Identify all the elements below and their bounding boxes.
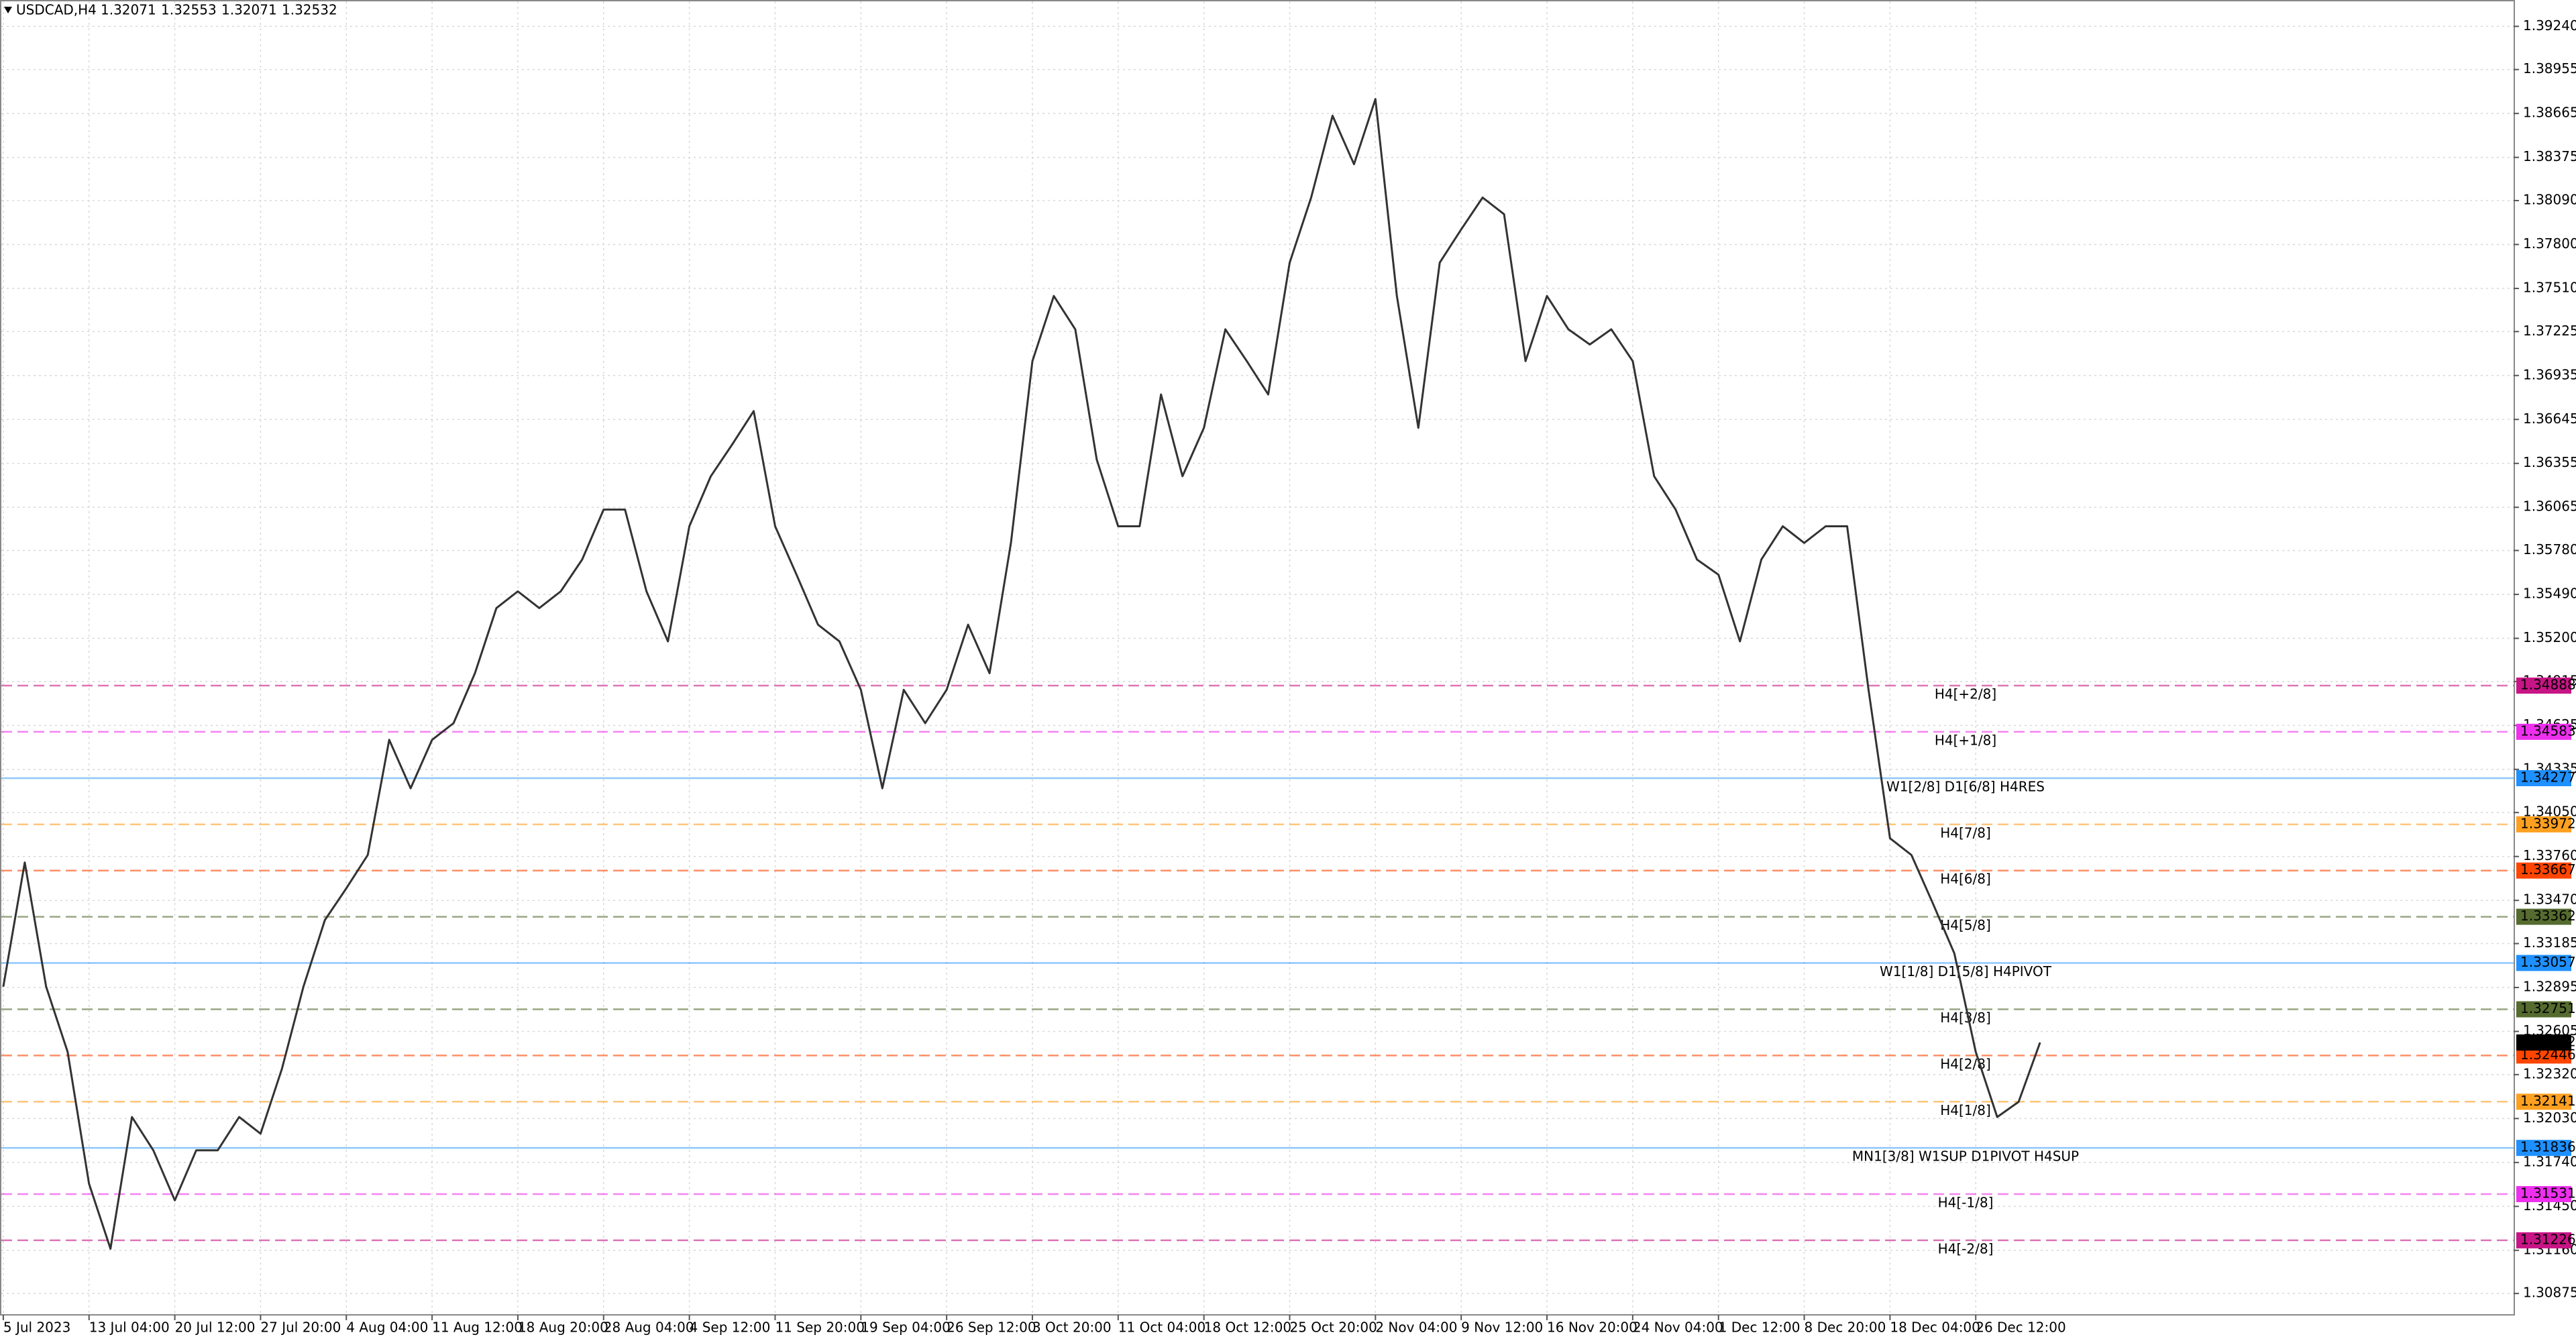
level-label: H4[-1/8] bbox=[1938, 1195, 1994, 1211]
level-tag-label: 1.34277 bbox=[2520, 769, 2576, 785]
level-tag bbox=[2516, 955, 2571, 971]
y-tick-label: 1.38375 bbox=[2523, 148, 2576, 164]
level-tag-label: 1.31836 bbox=[2520, 1139, 2576, 1155]
level-tag bbox=[2516, 678, 2571, 694]
x-tick-label: 24 Nov 04:00 bbox=[1633, 1320, 1723, 1336]
level-tag bbox=[2516, 1232, 2571, 1248]
level-tag-label: 1.33972 bbox=[2520, 815, 2576, 831]
y-tick-label: 1.37800 bbox=[2523, 235, 2576, 252]
y-tick-label: 1.36935 bbox=[2523, 366, 2576, 382]
level-tag-label: 1.33667 bbox=[2520, 861, 2576, 877]
x-tick-label: 13 Jul 04:00 bbox=[89, 1320, 170, 1336]
x-tick-label: 27 Jul 20:00 bbox=[260, 1320, 341, 1336]
y-tick-label: 1.32895 bbox=[2523, 979, 2576, 995]
x-tick-label: 2 Nov 04:00 bbox=[1375, 1320, 1457, 1336]
level-label: H4[7/8] bbox=[1940, 824, 1991, 841]
price-line bbox=[2, 98, 2041, 1250]
x-tick-label: 8 Dec 20:00 bbox=[1805, 1320, 1886, 1336]
y-tick-label: 1.39240 bbox=[2523, 17, 2576, 34]
y-tick-label: 1.33760 bbox=[2523, 847, 2576, 863]
x-tick-label: 1 Dec 12:00 bbox=[1719, 1320, 1801, 1336]
level-tag-label: 1.34583 bbox=[2520, 722, 2576, 739]
y-tick-label: 1.37225 bbox=[2523, 323, 2576, 339]
x-tick-label: 20 Jul 12:00 bbox=[175, 1320, 256, 1336]
y-tick-label: 1.36355 bbox=[2523, 454, 2576, 470]
level-tag bbox=[2516, 769, 2571, 786]
quote-value: 1.32553 bbox=[161, 2, 217, 18]
x-tick-label: 9 Nov 12:00 bbox=[1461, 1320, 1543, 1336]
y-tick-label: 1.32030 bbox=[2523, 1110, 2576, 1126]
x-tick-label: 4 Sep 12:00 bbox=[690, 1320, 771, 1336]
level-tag-label: 1.33057 bbox=[2520, 954, 2576, 970]
x-tick-label: 16 Nov 20:00 bbox=[1547, 1320, 1638, 1336]
level-tag bbox=[2516, 1140, 2571, 1157]
level-tag-label: 1.32751 bbox=[2520, 1000, 2576, 1016]
level-tag-label: 1.33362 bbox=[2520, 908, 2576, 924]
price-tag bbox=[2516, 1034, 2571, 1051]
level-label: H4[1/8] bbox=[1940, 1102, 1991, 1118]
x-tick-label: 11 Sep 20:00 bbox=[775, 1320, 865, 1336]
y-tick-label: 1.35200 bbox=[2523, 629, 2576, 645]
x-tick-label: 28 Aug 04:00 bbox=[604, 1320, 694, 1336]
level-label: H4[+2/8] bbox=[1935, 686, 1996, 702]
level-label: W1[1/8] D1[5/8] H4PIVOT bbox=[1880, 963, 2052, 979]
quote-value: 1.32071 bbox=[101, 2, 156, 18]
level-tag-label: 1.34888 bbox=[2520, 677, 2576, 693]
level-tag bbox=[2516, 1093, 2571, 1110]
level-tag bbox=[2516, 723, 2571, 740]
level-label: H4[2/8] bbox=[1940, 1056, 1991, 1072]
x-tick-label: 26 Dec 12:00 bbox=[1976, 1320, 2066, 1336]
x-tick-label: 18 Dec 04:00 bbox=[1890, 1320, 1980, 1336]
x-tick-label: 11 Aug 12:00 bbox=[432, 1320, 523, 1336]
plot-frame bbox=[0, 0, 2515, 1316]
x-tick-label: 18 Oct 12:00 bbox=[1204, 1320, 1291, 1336]
x-tick-label: 3 Oct 20:00 bbox=[1032, 1320, 1112, 1336]
level-label: H4[3/8] bbox=[1940, 1010, 1991, 1026]
level-label: H4[-2/8] bbox=[1938, 1240, 1994, 1256]
y-tick-label: 1.30875 bbox=[2523, 1285, 2576, 1301]
y-tick-label: 1.36065 bbox=[2523, 498, 2576, 515]
quote-value: 1.32532 bbox=[282, 2, 337, 18]
x-tick-label: 18 Aug 20:00 bbox=[518, 1320, 608, 1336]
y-tick-label: 1.35490 bbox=[2523, 586, 2576, 602]
y-tick-label: 1.35780 bbox=[2523, 541, 2576, 557]
level-label: MN1[3/8] W1SUP D1PIVOT H4SUP bbox=[1852, 1148, 2079, 1165]
y-tick-label: 1.38665 bbox=[2523, 105, 2576, 121]
y-tick-label: 1.38090 bbox=[2523, 191, 2576, 207]
level-tag bbox=[2516, 1186, 2571, 1203]
y-tick-label: 1.36645 bbox=[2523, 411, 2576, 427]
y-tick-label: 1.37510 bbox=[2523, 279, 2576, 295]
chart-title: USDCAD,H4 bbox=[16, 2, 97, 18]
level-label: H4[5/8] bbox=[1940, 917, 1991, 933]
level-tag-label: 1.32141 bbox=[2520, 1093, 2576, 1109]
y-tick-label: 1.32320 bbox=[2523, 1065, 2576, 1081]
level-tag bbox=[2516, 862, 2571, 879]
quote-value: 1.32071 bbox=[221, 2, 277, 18]
menu-arrow[interactable] bbox=[4, 7, 12, 13]
y-tick-label: 1.33470 bbox=[2523, 892, 2576, 908]
level-tag bbox=[2516, 1001, 2571, 1018]
x-tick-label: 25 Oct 20:00 bbox=[1290, 1320, 1377, 1336]
y-tick-label: 1.31740 bbox=[2523, 1153, 2576, 1169]
level-label: H4[+1/8] bbox=[1935, 732, 1996, 748]
price-tag-label: 1.32532 bbox=[2520, 1034, 2576, 1050]
y-tick-label: 1.33185 bbox=[2523, 934, 2576, 951]
x-tick-label: 11 Oct 04:00 bbox=[1118, 1320, 1205, 1336]
level-tag bbox=[2516, 816, 2571, 833]
level-tag bbox=[2516, 908, 2571, 925]
level-tag-label: 1.31531 bbox=[2520, 1185, 2576, 1201]
x-tick-label: 5 Jul 2023 bbox=[3, 1320, 70, 1336]
level-tag-label: 1.31226 bbox=[2520, 1231, 2576, 1247]
level-label: W1[2/8] D1[6/8] H4RES bbox=[1886, 778, 2045, 794]
level-label: H4[6/8] bbox=[1940, 871, 1991, 887]
y-tick-label: 1.38955 bbox=[2523, 60, 2576, 76]
x-tick-label: 19 Sep 04:00 bbox=[861, 1320, 951, 1336]
x-tick-label: 4 Aug 04:00 bbox=[346, 1320, 428, 1336]
x-tick-label: 26 Sep 12:00 bbox=[947, 1320, 1036, 1336]
